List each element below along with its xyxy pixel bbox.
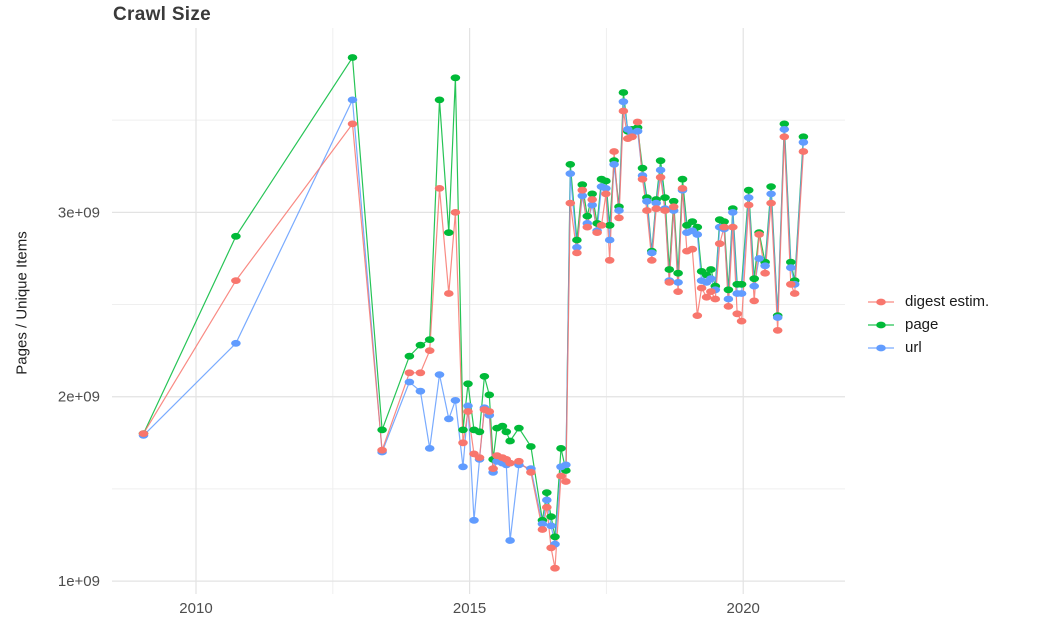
series-line-url <box>143 97 804 545</box>
legend-item-url: url <box>866 339 989 356</box>
x-tick-label: 2020 <box>727 600 760 617</box>
legend-key-digest-icon <box>868 298 894 305</box>
y-tick-label: 3e+09 <box>58 204 100 221</box>
chart-title: Crawl Size <box>113 4 212 25</box>
legend-label-page: page <box>905 316 939 333</box>
x-tick-label: 2010 <box>179 600 212 617</box>
legend-key-url-icon <box>868 344 894 351</box>
y-tick-label: 2e+09 <box>58 389 100 406</box>
legend-item-page: page <box>866 316 989 333</box>
legend-label-url: url <box>905 339 922 356</box>
x-tick-label: 2015 <box>453 600 486 617</box>
legend: digest estim. page url <box>866 293 989 356</box>
y-axis-title: Pages / Unique Items <box>13 231 31 375</box>
legend-item-digest: digest estim. <box>866 293 989 310</box>
y-tick-label: 1e+09 <box>58 573 100 590</box>
legend-label-digest: digest estim. <box>905 293 990 310</box>
legend-key-page-icon <box>868 321 894 328</box>
